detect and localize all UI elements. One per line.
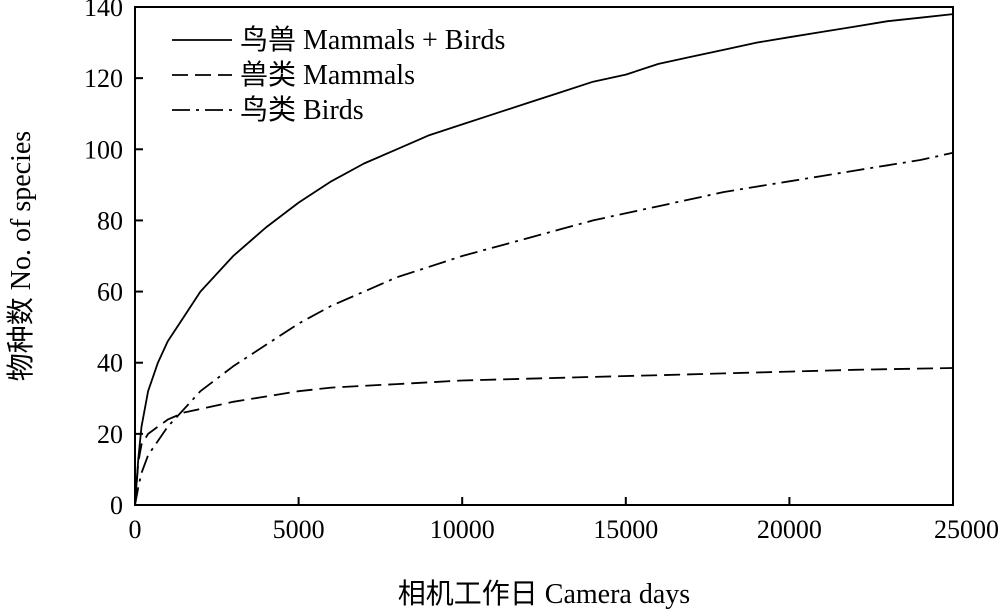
series-lines — [134, 13, 954, 506]
series-line-solid — [134, 13, 954, 506]
x-tick-label: 5000 — [273, 515, 325, 544]
plot-frame — [134, 6, 954, 506]
y-tick-label: 80 — [97, 206, 123, 235]
y-tick-label: 60 — [97, 278, 123, 307]
x-axis-ticks: 0 5000 10000 15000 20000 25000 — [129, 497, 999, 544]
x-tick-label: 10000 — [430, 515, 495, 544]
y-axis-ticks: 0 20 40 60 80 100 120 140 — [84, 0, 143, 520]
y-tick-label: 20 — [97, 420, 123, 449]
legend-label: 兽类 Mammals — [240, 59, 415, 91]
legend-label: 鸟类 Birds — [240, 94, 364, 126]
y-tick-label: 100 — [84, 135, 123, 164]
x-tick-label: 25000 — [934, 515, 999, 544]
series-line-dashdot — [134, 151, 954, 506]
y-tick-label: 40 — [97, 349, 123, 378]
x-tick-label: 15000 — [593, 515, 658, 544]
x-tick-label: 0 — [129, 515, 142, 544]
y-tick-label: 0 — [110, 491, 123, 520]
series-line-dashed — [134, 367, 954, 506]
y-axis-title: 物种数 No. of species — [5, 131, 37, 381]
y-tick-label: 120 — [84, 64, 123, 93]
y-tick-label: 140 — [84, 0, 123, 22]
x-tick-label: 20000 — [757, 515, 822, 544]
legend-label: 鸟兽 Mammals + Birds — [240, 24, 505, 56]
x-axis-title: 相机工作日 Camera days — [398, 578, 690, 610]
